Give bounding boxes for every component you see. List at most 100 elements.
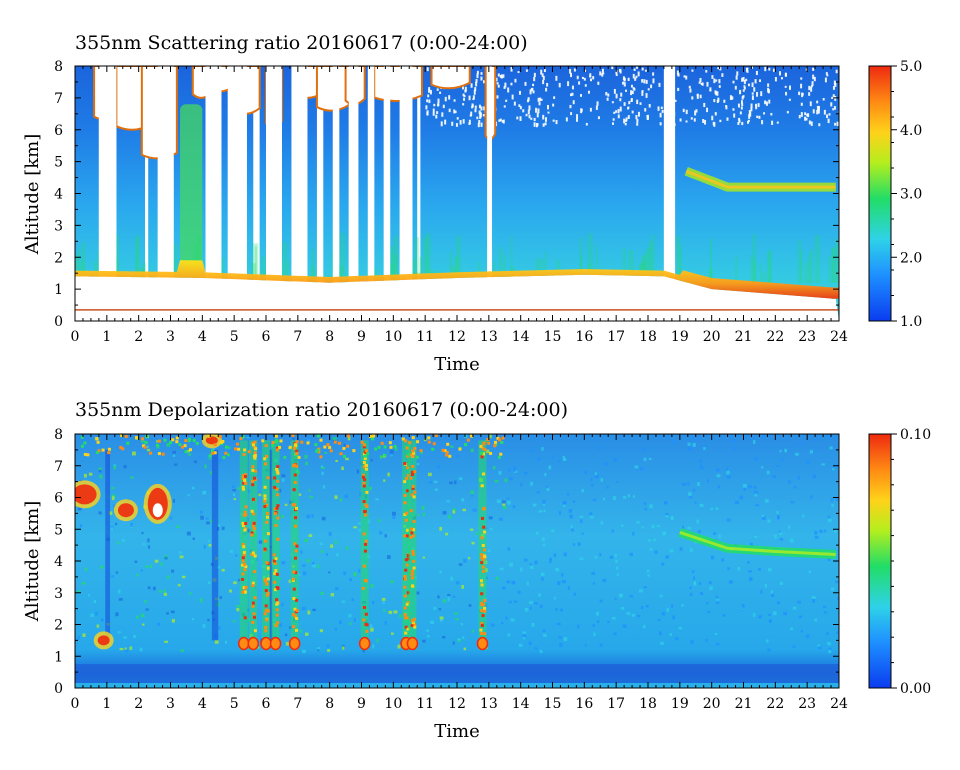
x-tick-label: 20 [703,329,721,345]
noise-speck [633,87,636,91]
noise-speck [483,106,486,111]
depol-speck [555,608,558,611]
depol-speck [534,560,538,565]
depol-speck [141,531,144,535]
depol-top-speck [184,439,188,443]
depol-speck [375,498,379,501]
depol-top-speck [161,452,165,456]
depol-speck [150,564,153,568]
depol-column-speck [362,473,366,477]
depol-speck [512,505,516,509]
depol-top-speck [222,455,226,459]
depol-speck [722,614,726,617]
no-data-gap [266,66,282,321]
depol-speck [449,481,453,485]
noise-speck [748,114,751,119]
depol-column-speck [364,503,368,507]
depol-speck [666,608,670,612]
x-tick-label: 22 [766,329,784,345]
depol-speck [798,615,803,619]
noise-speck [553,96,556,99]
noise-speck [817,109,820,114]
depol-top-speck [143,445,147,449]
noise-speck [583,77,586,81]
depol-column-speck [241,487,245,491]
depol-speck [111,575,115,578]
noise-speck [832,108,835,111]
depol-speck [88,472,93,476]
depol-column-speck [264,609,268,613]
depol-speck [207,618,210,622]
noise-speck [636,122,639,126]
depol-column-speck [265,582,269,586]
depol-column-speck [265,520,269,524]
noise-speck [676,70,679,76]
depol-speck [389,449,394,454]
noise-speck [429,89,432,95]
depol-speck [835,580,839,584]
noise-speck [699,94,702,99]
depolarization-ratio-panel: 355nm Depolarization ratio 20160617 (0:0… [22,399,931,742]
noise-speck [615,110,618,113]
noise-speck [822,98,825,101]
depol-speck [462,508,466,512]
noise-speck [674,99,677,102]
y-tick-label: 5 [54,522,63,538]
y-tick-label: 2 [54,250,63,266]
depol-speck [835,497,839,502]
depol-top-speck [317,450,321,454]
depol-saturated-spot [152,503,163,518]
noise-speck [645,79,648,84]
x-tick-label: 23 [798,329,816,345]
depol-speck [593,632,596,637]
depol-top-speck [171,438,175,442]
noise-speck [476,116,479,120]
depol-top-speck [80,435,84,439]
depol-speck [221,568,225,572]
depol-speck [656,525,660,528]
noise-speck [502,74,505,78]
depol-speck [344,494,349,499]
depol-speck [726,518,731,522]
noise-speck [511,94,514,100]
aerosol-haze-strip [750,255,754,283]
depol-top-speck [237,447,241,451]
noise-speck [812,109,815,114]
noise-speck [826,74,829,77]
y-tick-label: 6 [54,123,63,139]
depol-column-speck [244,505,248,509]
depol-speck [289,626,293,630]
depol-top-speck [183,444,187,448]
depol-column-speck [364,612,368,616]
depol-speck [542,629,546,632]
noise-speck [751,92,754,95]
depol-speck [522,634,526,638]
noise-speck [771,120,774,125]
noise-speck [742,76,745,82]
noise-speck [685,109,688,115]
depol-speck [438,608,442,611]
depol-speck [814,618,818,622]
noise-speck [437,102,440,107]
depol-speck [123,464,127,469]
noise-speck [641,67,644,71]
noise-speck [453,109,456,114]
depol-speck [539,649,543,654]
depol-speck [643,586,647,589]
no-data-gap [227,66,247,321]
aerosol-haze-strip [310,265,316,283]
depol-column-speck [293,542,297,546]
x-tick-label: 18 [639,329,657,345]
depol-speck [542,499,546,504]
noise-speck [757,103,760,108]
x-tick-label: 11 [416,329,434,345]
depol-speck [508,600,513,604]
x-tick-label: 8 [325,329,334,345]
depol-speck [232,620,236,623]
noise-speck [637,111,640,117]
depol-column-speck [362,443,366,447]
noise-speck [703,102,706,108]
depol-column-speck [273,572,277,576]
noise-speck [426,99,429,103]
depol-speck [734,500,739,504]
